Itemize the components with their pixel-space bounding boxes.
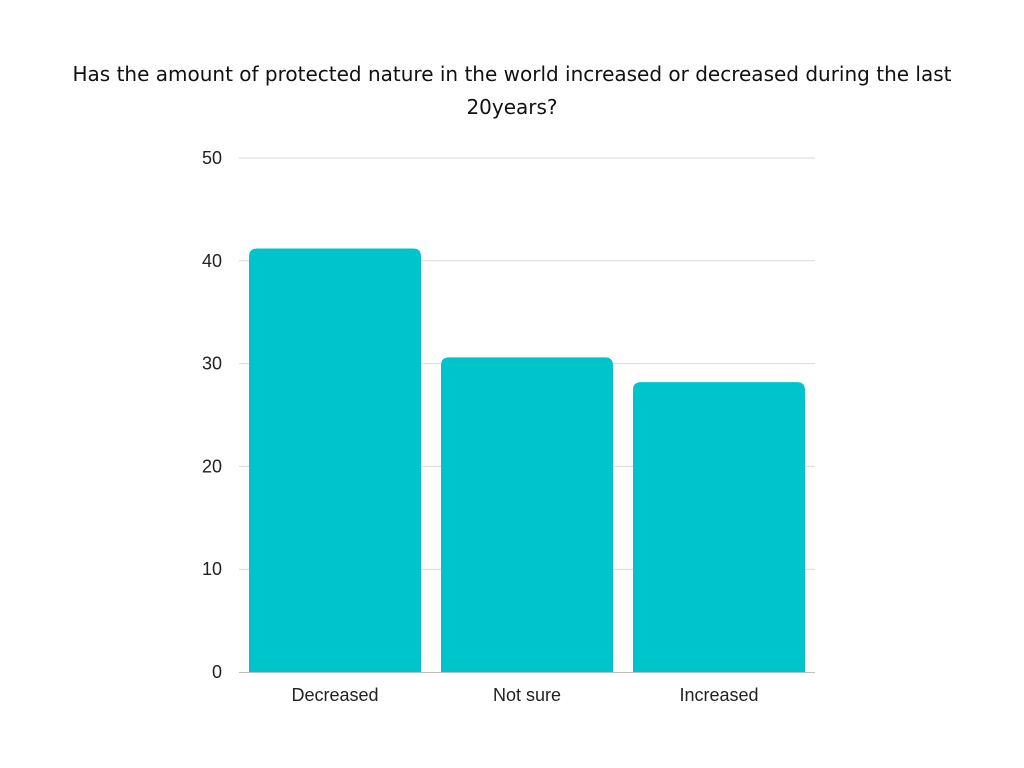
y-tick-label: 50 (202, 148, 222, 168)
y-axis-ticks: 0 10 20 30 40 50 (202, 148, 222, 682)
y-tick-label: 30 (202, 354, 222, 374)
x-tick-label: Increased (679, 685, 758, 705)
bar-decreased (249, 248, 421, 673)
bar-not-sure (441, 357, 613, 672)
chart-title: Has the amount of protected nature in th… (72, 62, 952, 119)
x-tick-label: Not sure (493, 685, 561, 705)
y-tick-label: 20 (202, 456, 222, 476)
y-tick-label: 0 (212, 662, 222, 682)
x-tick-label: Decreased (291, 685, 378, 705)
x-axis-labels: Decreased Not sure Increased (291, 685, 758, 705)
y-tick-label: 40 (202, 251, 222, 271)
y-tick-label: 10 (202, 559, 222, 579)
bars (249, 248, 805, 673)
bar-increased (633, 382, 805, 672)
